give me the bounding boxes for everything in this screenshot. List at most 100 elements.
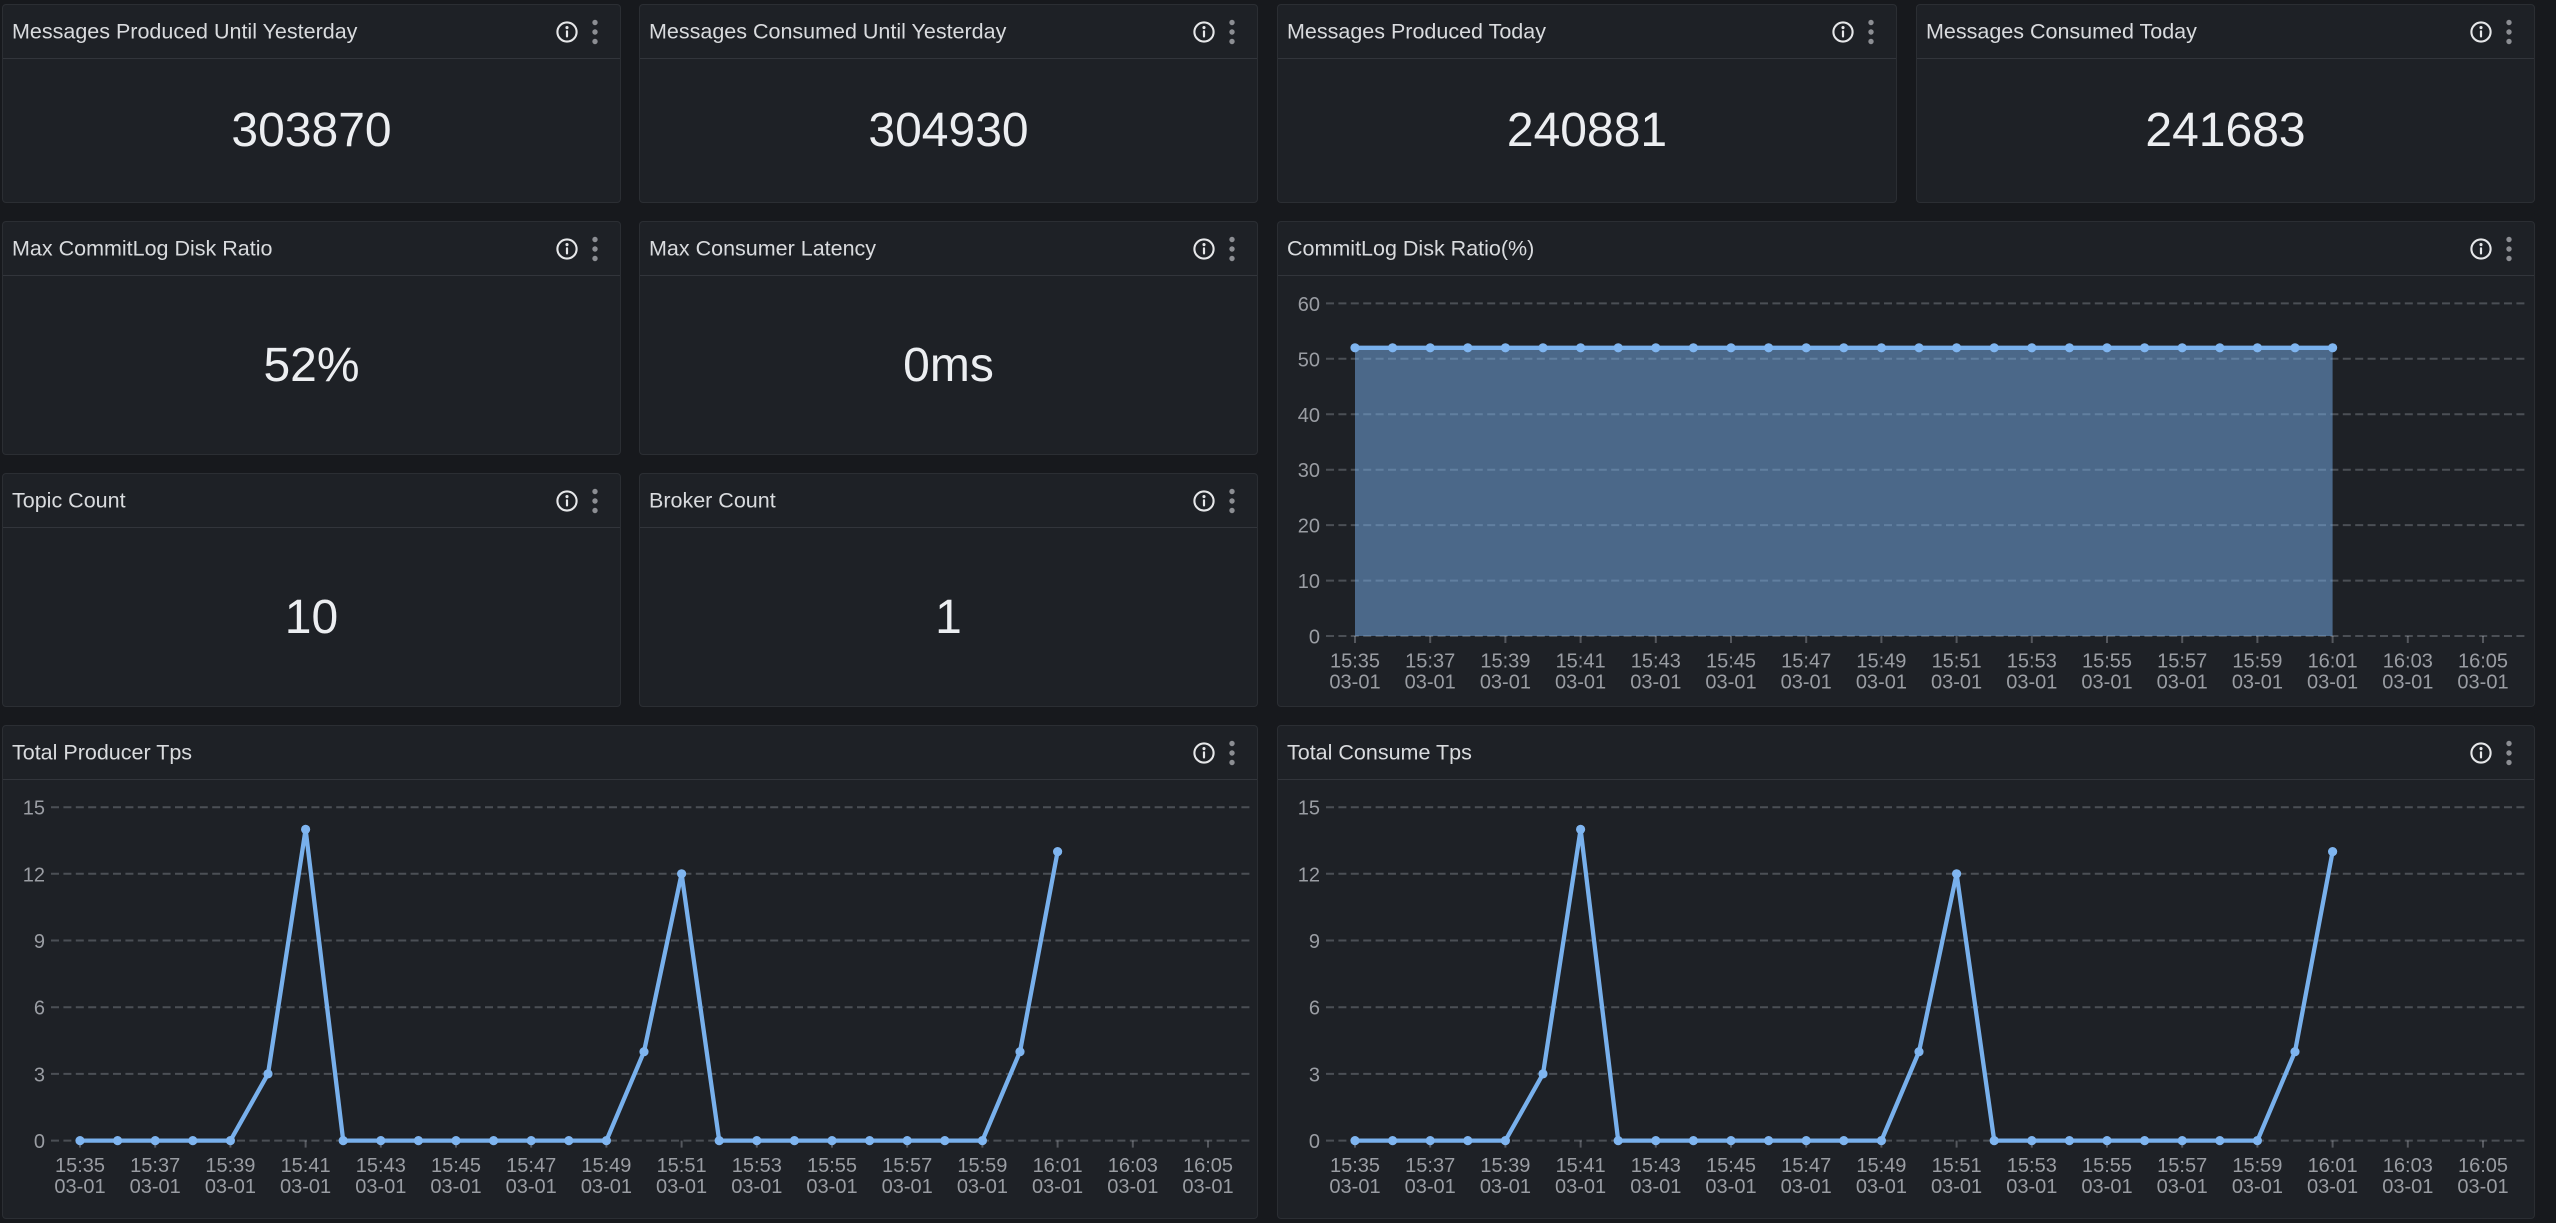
svg-text:15:37: 15:37 xyxy=(1405,1155,1455,1177)
svg-text:3: 3 xyxy=(1309,1064,1320,1086)
svg-text:15:39: 15:39 xyxy=(1480,651,1530,673)
svg-text:03-01: 03-01 xyxy=(1931,672,1982,694)
svg-text:15:39: 15:39 xyxy=(205,1155,255,1177)
svg-text:15:43: 15:43 xyxy=(1631,1155,1681,1177)
svg-text:16:05: 16:05 xyxy=(2458,1155,2508,1177)
svg-text:50: 50 xyxy=(1298,349,1320,371)
svg-text:03-01: 03-01 xyxy=(430,1176,481,1198)
svg-text:16:01: 16:01 xyxy=(2308,1155,2358,1177)
svg-text:15:43: 15:43 xyxy=(356,1155,406,1177)
svg-text:15:47: 15:47 xyxy=(1781,651,1831,673)
svg-text:03-01: 03-01 xyxy=(1856,672,1907,694)
svg-text:03-01: 03-01 xyxy=(2307,1176,2358,1198)
svg-text:15:59: 15:59 xyxy=(957,1155,1007,1177)
svg-text:03-01: 03-01 xyxy=(2081,1176,2132,1198)
svg-text:03-01: 03-01 xyxy=(656,1176,707,1198)
svg-text:30: 30 xyxy=(1298,460,1320,482)
svg-text:03-01: 03-01 xyxy=(1856,1176,1907,1198)
svg-text:03-01: 03-01 xyxy=(1630,1176,1681,1198)
svg-text:03-01: 03-01 xyxy=(581,1176,632,1198)
svg-text:03-01: 03-01 xyxy=(2006,1176,2057,1198)
svg-text:15: 15 xyxy=(23,798,45,820)
svg-text:03-01: 03-01 xyxy=(731,1176,782,1198)
svg-text:03-01: 03-01 xyxy=(2232,1176,2283,1198)
svg-text:16:03: 16:03 xyxy=(2383,1155,2433,1177)
svg-text:03-01: 03-01 xyxy=(1931,1176,1982,1198)
svg-text:15:55: 15:55 xyxy=(807,1155,857,1177)
svg-text:0: 0 xyxy=(1309,627,1320,649)
svg-text:16:03: 16:03 xyxy=(1108,1155,1158,1177)
svg-text:03-01: 03-01 xyxy=(1781,672,1832,694)
svg-text:03-01: 03-01 xyxy=(957,1176,1008,1198)
svg-text:15:51: 15:51 xyxy=(657,1155,707,1177)
svg-text:15:45: 15:45 xyxy=(1706,1155,1756,1177)
svg-text:03-01: 03-01 xyxy=(1480,672,1531,694)
svg-text:03-01: 03-01 xyxy=(54,1176,105,1198)
svg-text:60: 60 xyxy=(1298,294,1320,316)
svg-text:15:47: 15:47 xyxy=(1781,1155,1831,1177)
svg-text:15:59: 15:59 xyxy=(2232,651,2282,673)
svg-text:15:55: 15:55 xyxy=(2082,651,2132,673)
svg-text:0: 0 xyxy=(34,1131,45,1153)
svg-text:12: 12 xyxy=(1298,864,1320,886)
svg-text:03-01: 03-01 xyxy=(130,1176,181,1198)
svg-text:15:37: 15:37 xyxy=(130,1155,180,1177)
svg-text:03-01: 03-01 xyxy=(2081,672,2132,694)
svg-text:03-01: 03-01 xyxy=(882,1176,933,1198)
svg-text:15:47: 15:47 xyxy=(506,1155,556,1177)
svg-text:03-01: 03-01 xyxy=(506,1176,557,1198)
svg-text:03-01: 03-01 xyxy=(1032,1176,1083,1198)
svg-text:15:45: 15:45 xyxy=(1706,651,1756,673)
svg-text:15:53: 15:53 xyxy=(732,1155,782,1177)
svg-text:15:57: 15:57 xyxy=(2157,651,2207,673)
svg-text:15:49: 15:49 xyxy=(1856,1155,1906,1177)
svg-text:15:41: 15:41 xyxy=(281,1155,331,1177)
svg-text:03-01: 03-01 xyxy=(2457,1176,2508,1198)
svg-text:16:01: 16:01 xyxy=(2308,651,2358,673)
svg-text:15:39: 15:39 xyxy=(1480,1155,1530,1177)
svg-text:03-01: 03-01 xyxy=(1705,672,1756,694)
svg-text:16:03: 16:03 xyxy=(2383,651,2433,673)
svg-text:03-01: 03-01 xyxy=(355,1176,406,1198)
svg-text:15:45: 15:45 xyxy=(431,1155,481,1177)
svg-text:3: 3 xyxy=(34,1064,45,1086)
svg-text:9: 9 xyxy=(1309,931,1320,953)
svg-text:15:49: 15:49 xyxy=(1856,651,1906,673)
svg-text:6: 6 xyxy=(1309,998,1320,1020)
svg-text:03-01: 03-01 xyxy=(2157,672,2208,694)
svg-text:15:57: 15:57 xyxy=(2157,1155,2207,1177)
svg-text:03-01: 03-01 xyxy=(1630,672,1681,694)
svg-text:15:35: 15:35 xyxy=(1330,1155,1380,1177)
svg-text:03-01: 03-01 xyxy=(2006,672,2057,694)
svg-text:15:43: 15:43 xyxy=(1631,651,1681,673)
svg-text:15:35: 15:35 xyxy=(55,1155,105,1177)
svg-text:12: 12 xyxy=(23,864,45,886)
svg-text:03-01: 03-01 xyxy=(1405,1176,1456,1198)
svg-text:15:41: 15:41 xyxy=(1556,1155,1606,1177)
svg-text:03-01: 03-01 xyxy=(1329,672,1380,694)
svg-text:03-01: 03-01 xyxy=(2382,1176,2433,1198)
svg-text:10: 10 xyxy=(1298,571,1320,593)
svg-text:03-01: 03-01 xyxy=(1705,1176,1756,1198)
svg-text:03-01: 03-01 xyxy=(806,1176,857,1198)
svg-text:03-01: 03-01 xyxy=(1555,672,1606,694)
svg-text:6: 6 xyxy=(34,998,45,1020)
svg-text:03-01: 03-01 xyxy=(2307,672,2358,694)
svg-text:15:35: 15:35 xyxy=(1330,651,1380,673)
svg-text:15: 15 xyxy=(1298,798,1320,820)
svg-text:03-01: 03-01 xyxy=(205,1176,256,1198)
svg-text:03-01: 03-01 xyxy=(1781,1176,1832,1198)
svg-text:16:05: 16:05 xyxy=(1183,1155,1233,1177)
svg-text:16:01: 16:01 xyxy=(1033,1155,1083,1177)
svg-text:15:53: 15:53 xyxy=(2007,651,2057,673)
svg-text:15:51: 15:51 xyxy=(1932,1155,1982,1177)
svg-text:40: 40 xyxy=(1298,405,1320,427)
svg-text:03-01: 03-01 xyxy=(1107,1176,1158,1198)
svg-text:03-01: 03-01 xyxy=(2457,672,2508,694)
svg-text:0: 0 xyxy=(1309,1131,1320,1153)
svg-text:15:49: 15:49 xyxy=(581,1155,631,1177)
svg-text:03-01: 03-01 xyxy=(1182,1176,1233,1198)
svg-text:03-01: 03-01 xyxy=(2157,1176,2208,1198)
svg-text:15:41: 15:41 xyxy=(1556,651,1606,673)
svg-text:03-01: 03-01 xyxy=(1329,1176,1380,1198)
